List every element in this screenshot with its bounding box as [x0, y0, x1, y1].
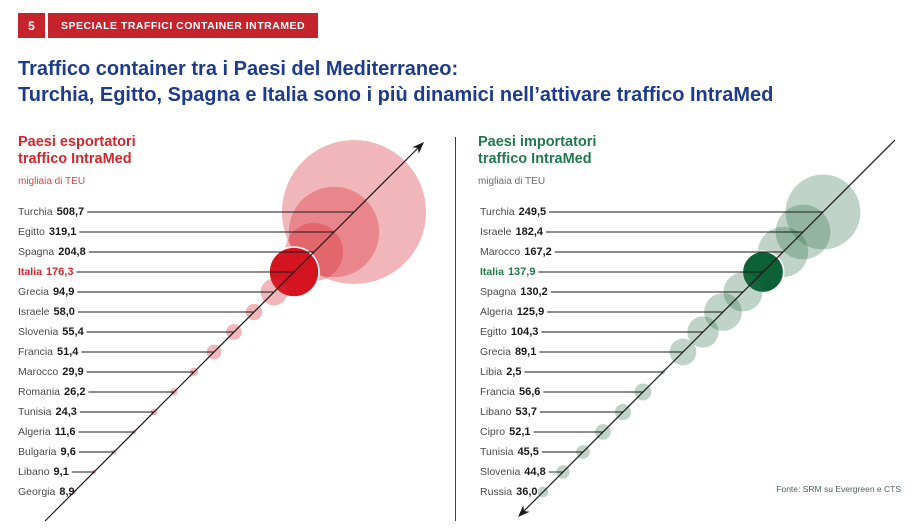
row-label-slovenia: Slovenia 44,8 — [480, 466, 546, 478]
row-label-israele: Israele 58,0 — [18, 306, 75, 318]
export-chart-title: Paesi esportatori traffico IntraMed — [18, 134, 136, 167]
row-label-spagna: Spagna 204,8 — [18, 246, 86, 258]
source-note: Fonte: SRM su Evergreen e CTS — [776, 484, 901, 494]
import-chart-unit: migliaia di TEU — [478, 176, 546, 187]
row-label-francia: Francia 56,6 — [480, 386, 540, 398]
labels-layer: Turchia 249,5 Israele 182,4 Marocco 167,2 Ital… — [480, 206, 552, 498]
row-label-algeria: Algeria 125,9 — [480, 306, 544, 318]
row-label-egitto: Egitto 319,1 — [18, 226, 76, 238]
row-label-marocco: Marocco 29,9 — [18, 366, 84, 378]
row-label-grecia: Grecia 89,1 — [480, 346, 536, 358]
section-banner: SPECIALE TRAFFICI CONTAINER INTRAMED — [48, 13, 319, 38]
import-chart-title: Paesi importatori traffico IntraMed — [478, 134, 597, 167]
diagonal-axis-line — [521, 139, 896, 514]
page-title-line2: Turchia, Egitto, Spagna e Italia sono i … — [18, 84, 774, 106]
row-label-libano: Libano 9,1 — [18, 466, 69, 478]
row-label-algeria: Algeria 11,6 — [18, 426, 76, 438]
leader-lines-layer — [71, 211, 354, 473]
row-label-bulgaria: Bulgaria 9,6 — [18, 446, 76, 458]
row-label-italia: Italia 137,9 — [480, 266, 535, 278]
export-bubble-chart: Turchia 508,7 Egitto 319,1 Spagna 204,8 Italia… — [18, 139, 427, 522]
row-label-israele: Israele 182,4 — [480, 226, 544, 238]
row-label-russia: Russia 36,0 — [480, 486, 538, 498]
row-label-tunisia: Tunisia 45,5 — [480, 446, 539, 458]
labels-layer: Turchia 508,7 Egitto 319,1 Spagna 204,8 Italia… — [18, 206, 86, 498]
page-title-line1: Traffico container tra i Paesi del Medit… — [18, 58, 459, 80]
row-label-georgia: Georgia 8,9 — [18, 486, 75, 498]
row-label-romania: Romania 26,2 — [18, 386, 85, 398]
row-label-italia: Italia 176,3 — [18, 266, 73, 278]
row-label-francia: Francia 51,4 — [18, 346, 79, 358]
trend-arrow-line — [44, 142, 424, 522]
row-label-turchia: Turchia 508,7 — [18, 206, 84, 218]
row-label-libano: Libano 53,7 — [480, 406, 537, 418]
row-label-slovenia: Slovenia 55,4 — [18, 326, 85, 338]
import-bubble-chart: Turchia 249,5 Israele 182,4 Marocco 167,2 Ital… — [480, 139, 896, 517]
row-label-turchia: Turchia 249,5 — [480, 206, 546, 218]
arrowhead-icon — [412, 142, 424, 154]
row-label-libia: Libia 2,5 — [480, 366, 521, 378]
row-label-grecia: Grecia 94,9 — [18, 286, 74, 298]
row-label-tunisia: Tunisia 24,3 — [18, 406, 77, 418]
row-label-marocco: Marocco 167,2 — [480, 246, 552, 258]
panel-divider — [455, 137, 456, 521]
page-title: Traffico container tra i Paesi del Medit… — [18, 56, 908, 108]
row-label-spagna: Spagna 130,2 — [480, 286, 548, 298]
trend-arrow-line — [518, 139, 896, 517]
diagonal-axis-line — [44, 145, 421, 522]
arrowhead-icon — [518, 505, 530, 517]
page-number-badge: 5 — [18, 13, 45, 38]
row-label-cipro: Cipro 52,1 — [480, 426, 531, 438]
row-label-egitto: Egitto 104,3 — [480, 326, 538, 338]
leader-lines-layer — [524, 211, 823, 473]
export-chart-unit: migliaia di TEU — [18, 176, 86, 187]
